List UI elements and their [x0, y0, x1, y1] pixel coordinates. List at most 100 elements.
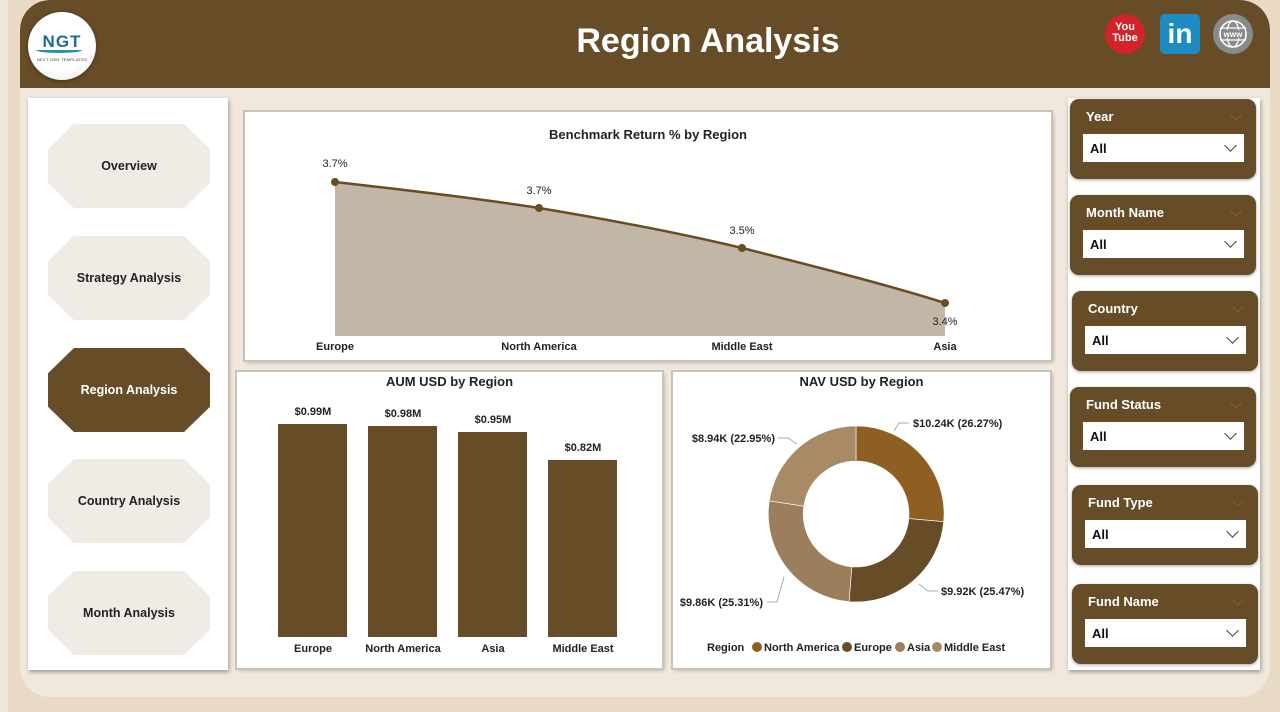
legend-swatch-north-america	[752, 642, 762, 652]
dropdown-value: All	[1090, 429, 1107, 444]
data-label: $0.98M	[385, 408, 422, 420]
linkedin-icon[interactable]: in	[1160, 14, 1200, 54]
slicer-fund-type: Fund Type All	[1072, 485, 1258, 565]
data-point[interactable]	[535, 204, 543, 212]
navigation-panel: Overview Strategy Analysis Region Analys…	[28, 98, 228, 670]
legend-label: Europe	[854, 642, 892, 654]
x-axis-label: Middle East	[552, 643, 613, 655]
nav-region-analysis-button[interactable]: Region Analysis	[48, 348, 210, 432]
data-label: $10.24K (26.27%)	[913, 418, 1003, 430]
chevron-down-icon	[1230, 109, 1242, 121]
fund-type-dropdown[interactable]: All	[1085, 520, 1246, 548]
slicer-label: Year	[1086, 109, 1114, 124]
logo-subtext: NEXT GEN TEMPLATES	[36, 57, 88, 62]
ngt-logo: NGT NEXT GEN TEMPLATES	[28, 12, 96, 80]
chevron-down-icon	[1224, 235, 1237, 248]
data-label: $9.92K (25.47%)	[941, 586, 1024, 598]
area-chart-plot: 3.7% 3.7% 3.5% 3.4% Europe North America…	[316, 158, 958, 353]
legend-swatch-europe	[842, 642, 852, 652]
x-axis-label: Middle East	[711, 341, 772, 353]
slicer-label: Fund Status	[1086, 397, 1162, 412]
donut-chart-plot: $10.24K (26.27%) $9.92K (25.47%) $9.86K …	[680, 418, 1025, 654]
dropdown-value: All	[1092, 527, 1109, 542]
bar-middle-east[interactable]	[548, 460, 617, 637]
filter-panel: Year All Month Name All Country All Fu	[1068, 98, 1260, 670]
nav-country-analysis-button[interactable]: Country Analysis	[48, 459, 210, 543]
slicer-month-name: Month Name All	[1070, 195, 1256, 275]
chevron-down-icon	[1230, 397, 1242, 409]
leader-line	[893, 422, 909, 432]
legend-label: North America	[764, 642, 840, 654]
slicer-fund-name: Fund Name All	[1072, 584, 1258, 664]
year-dropdown[interactable]: All	[1083, 134, 1244, 162]
dropdown-value: All	[1092, 333, 1109, 348]
linkedin-text: in	[1167, 18, 1193, 49]
nav-overview-button[interactable]: Overview	[48, 124, 210, 208]
slicer-label: Country	[1088, 301, 1138, 316]
chevron-down-icon	[1230, 205, 1242, 217]
nav-by-region-chart[interactable]: NAV USD by Region $10.24K (26.27%) $9.92…	[673, 372, 1050, 668]
legend-swatch-middle-east	[932, 642, 942, 652]
legend-label: Asia	[907, 642, 931, 654]
dropdown-value: All	[1090, 141, 1107, 156]
slice-north-america[interactable]	[855, 425, 945, 523]
x-axis-label: North America	[365, 643, 441, 655]
youtube-tube-text: Tube	[1112, 32, 1138, 44]
youtube-you-text: You	[1115, 21, 1135, 33]
bar-asia[interactable]	[458, 432, 527, 637]
x-axis-label: Asia	[933, 341, 957, 353]
svg-text:www: www	[1223, 30, 1243, 39]
chart-title: AUM USD by Region	[385, 374, 514, 389]
area-fill	[335, 182, 945, 336]
slice-middle-east[interactable]	[768, 425, 857, 507]
chevron-down-icon	[1224, 139, 1237, 152]
nav-month-analysis-button[interactable]: Month Analysis	[48, 571, 210, 655]
window-edge	[0, 0, 8, 712]
leader-line	[767, 576, 785, 603]
nav-label: Strategy Analysis	[76, 271, 182, 285]
fund-status-dropdown[interactable]: All	[1083, 422, 1244, 450]
month-name-dropdown[interactable]: All	[1083, 230, 1244, 258]
data-point[interactable]	[941, 299, 949, 307]
slicer-label: Fund Type	[1088, 495, 1153, 510]
slicer-label: Month Name	[1086, 205, 1164, 220]
data-label: 3.5%	[729, 225, 754, 237]
fund-name-dropdown[interactable]: All	[1085, 619, 1246, 647]
data-label: $9.86K (25.31%)	[680, 597, 763, 609]
data-point[interactable]	[331, 178, 339, 186]
x-axis-label: Asia	[481, 643, 505, 655]
bar-chart-plot: $0.99M $0.98M $0.95M $0.82M Europe North…	[278, 406, 617, 655]
x-axis-label: Europe	[294, 643, 332, 655]
nav-label: Overview	[101, 159, 157, 173]
chevron-down-icon	[1232, 301, 1244, 313]
nav-label: Region Analysis	[80, 383, 178, 397]
data-point[interactable]	[738, 244, 746, 252]
data-label: 3.7%	[322, 158, 347, 170]
globe-icon: www	[1219, 20, 1247, 48]
chevron-down-icon	[1232, 594, 1244, 606]
nav-label: Month Analysis	[83, 606, 175, 620]
aum-by-region-chart[interactable]: AUM USD by Region $0.99M $0.98M $0.95M $…	[237, 372, 662, 668]
country-dropdown[interactable]: All	[1085, 326, 1246, 354]
nav-label: Country Analysis	[77, 494, 181, 508]
data-label: $0.82M	[565, 442, 602, 454]
slice-europe[interactable]	[848, 518, 945, 603]
chevron-down-icon	[1232, 495, 1244, 507]
chart-title: NAV USD by Region	[799, 374, 924, 389]
nav-strategy-analysis-button[interactable]: Strategy Analysis	[48, 236, 210, 320]
bar-europe[interactable]	[278, 424, 347, 637]
leader-line	[918, 583, 938, 592]
data-label: $0.95M	[475, 414, 512, 426]
legend-swatch-asia	[895, 642, 905, 652]
data-label: 3.7%	[526, 185, 551, 197]
bar-north-america[interactable]	[368, 426, 437, 637]
dashboard-frame: NGT NEXT GEN TEMPLATES Region Analysis Y…	[20, 0, 1270, 697]
youtube-icon[interactable]: You Tube	[1105, 14, 1145, 54]
website-globe-icon[interactable]: www	[1213, 14, 1253, 54]
x-axis-label: North America	[501, 341, 577, 353]
chevron-down-icon	[1224, 427, 1237, 440]
benchmark-return-chart[interactable]: Benchmark Return % by Region 3.7% 3.7% 3…	[245, 112, 1051, 360]
leader-line	[778, 437, 798, 445]
chevron-down-icon	[1226, 624, 1239, 637]
slicer-country: Country All	[1072, 291, 1258, 371]
